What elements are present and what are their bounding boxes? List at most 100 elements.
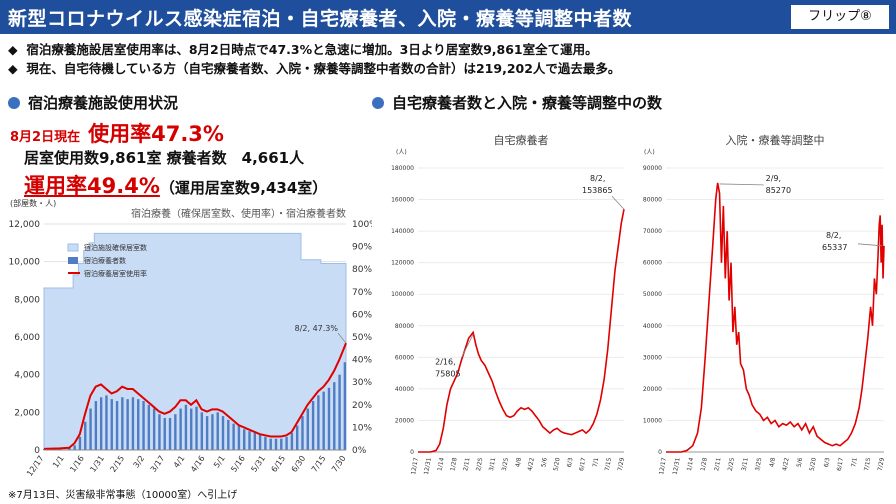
chart-title: 入院・療養等調整中 [726, 133, 825, 147]
x-tick-label: 7/30 [330, 454, 348, 474]
x-tick-label: 12/17 [25, 454, 46, 478]
x-tick-label: 1/16 [68, 454, 86, 474]
series-line [666, 182, 885, 453]
x-tick-label: 5/6 [796, 457, 805, 468]
y2-tick-label: 0% [352, 446, 367, 456]
annotation-leader [337, 332, 347, 344]
patient-bar [121, 397, 124, 450]
y-tick-label: 90000 [643, 165, 662, 172]
patient-bar [317, 395, 320, 450]
y-tick-label: 40000 [643, 323, 662, 330]
annotation-leader [460, 334, 474, 359]
x-tick-label: 4/22 [781, 457, 790, 472]
left-heading-text: 宿泊療養施設使用状況 [28, 94, 179, 112]
y2-tick-label: 10% [352, 423, 372, 433]
x-tick-label: 4/8 [514, 457, 523, 468]
left-axis-unit: (部屋数・人) [10, 198, 56, 208]
patient-bar [216, 412, 219, 450]
annotation-leader [719, 183, 764, 186]
patient-bar [94, 401, 98, 450]
right-heading-text: 自宅療養者数と入院・療養等調整中の数 [392, 94, 663, 112]
x-tick-label: 2/11 [462, 457, 471, 472]
patient-bar [126, 399, 129, 450]
patient-bar [195, 406, 198, 450]
x-tick-label: 2/11 [713, 457, 722, 472]
operation-rooms: （運用居室数9,434室） [159, 179, 328, 197]
data-annotation: 8/2, [826, 231, 841, 240]
diamond-icon: ◆ [8, 42, 18, 57]
patient-bar [147, 404, 151, 450]
left-section-heading: 宿泊療養施設使用状況 [8, 92, 178, 113]
y-tick-label: 8,000 [14, 295, 40, 305]
patient-bar [174, 414, 177, 450]
patient-bar [190, 408, 193, 450]
y-tick-label: 2,000 [14, 408, 40, 418]
footnote: ※7月13日、災害級非常事態（10000室）へ引上げ [8, 490, 238, 501]
y2-tick-label: 100% [352, 220, 372, 230]
y-axis-unit: (人) [644, 149, 655, 156]
x-tick-label: 1/14 [436, 457, 445, 472]
x-tick-label: 7/1 [850, 457, 859, 468]
legend-label: 宿泊施設確保居室数 [84, 243, 147, 252]
y2-tick-label: 40% [352, 356, 372, 366]
y-tick-label: 180000 [391, 165, 414, 172]
y-tick-label: 4,000 [14, 371, 40, 381]
patient-bar [163, 417, 166, 450]
patient-bar [184, 404, 188, 450]
x-tick-label: 6/3 [566, 457, 575, 468]
patient-bar [327, 387, 331, 450]
x-tick-label: 7/15 [604, 457, 613, 472]
x-tick-label: 2/25 [475, 457, 484, 472]
patient-bar [258, 434, 262, 450]
y-tick-label: 0 [658, 449, 662, 456]
x-tick-label: 3/25 [501, 457, 510, 472]
y-tick-label: 160000 [391, 197, 414, 204]
y-tick-label: 10000 [643, 417, 662, 424]
legend-label: 宿泊療養者数 [84, 256, 126, 265]
patient-bar [205, 416, 209, 450]
x-tick-label: 6/17 [578, 457, 587, 472]
y-axis-unit: (人) [396, 149, 407, 156]
x-tick-label: 7/1 [592, 457, 601, 468]
patient-bar [232, 423, 235, 450]
y-tick-label: 0 [34, 446, 40, 456]
y-tick-label: 50000 [643, 291, 662, 298]
x-tick-label: 12/17 [410, 457, 420, 475]
title-bar: 新型コロナウイルス感染症宿泊・自宅療養者、入院・療養等調整中者数 フリップ⑧ [0, 0, 896, 34]
data-annotation: 65337 [822, 243, 847, 252]
x-tick-label: 3/2 [132, 454, 147, 470]
patient-bar [131, 397, 135, 450]
y-tick-label: 120000 [391, 260, 414, 267]
y-tick-label: 60000 [643, 260, 662, 267]
chart-title: 宿泊療養（確保居室数、使用率）・宿泊療養者数 [131, 207, 346, 220]
x-tick-label: 5/20 [552, 457, 561, 472]
x-tick-label: 5/16 [229, 454, 247, 474]
x-tick-label: 1/28 [449, 457, 458, 472]
patient-bar [285, 436, 288, 450]
rooms-line: 居室使用数9,861室 療養者数 4,661人 [24, 149, 305, 167]
adjusting-chart: 入院・療養等調整中 (人) 0 10000 20000 30000 40000 50000 60… [643, 133, 886, 475]
patient-bar [68, 447, 71, 450]
patient-bar [99, 397, 103, 450]
data-annotation: 2/9, [766, 174, 781, 183]
y-tick-label: 70000 [643, 228, 662, 235]
annotation-leader [857, 243, 883, 247]
x-tick-label: 1/1 [51, 454, 66, 470]
y-tick-label: 80000 [395, 323, 414, 330]
data-annotation: 75805 [435, 369, 460, 378]
patient-bar [333, 382, 336, 450]
x-tick-label: 1/28 [700, 457, 709, 472]
y-tick-label: 0 [410, 449, 414, 456]
date-label: 8月2日現在 [10, 130, 81, 145]
patient-bar [89, 408, 92, 450]
patient-bar [343, 362, 347, 450]
y2-tick-label: 20% [352, 401, 372, 411]
y-tick-label: 40000 [395, 386, 414, 393]
patient-bar [200, 412, 204, 450]
summary-bullets: ◆ 宿泊療養施設居室使用率は、8月2日時点で47.3%と急速に増加。3日より居室… [8, 40, 888, 78]
home-care-chart: 自宅療養者 (人) 0 20000 40000 60000 80000 100000 12000… [391, 133, 626, 475]
patient-bar [168, 417, 172, 450]
annotation-leader [611, 195, 625, 210]
x-tick-label: 6/15 [270, 454, 288, 474]
x-tick-label: 3/11 [488, 457, 497, 472]
